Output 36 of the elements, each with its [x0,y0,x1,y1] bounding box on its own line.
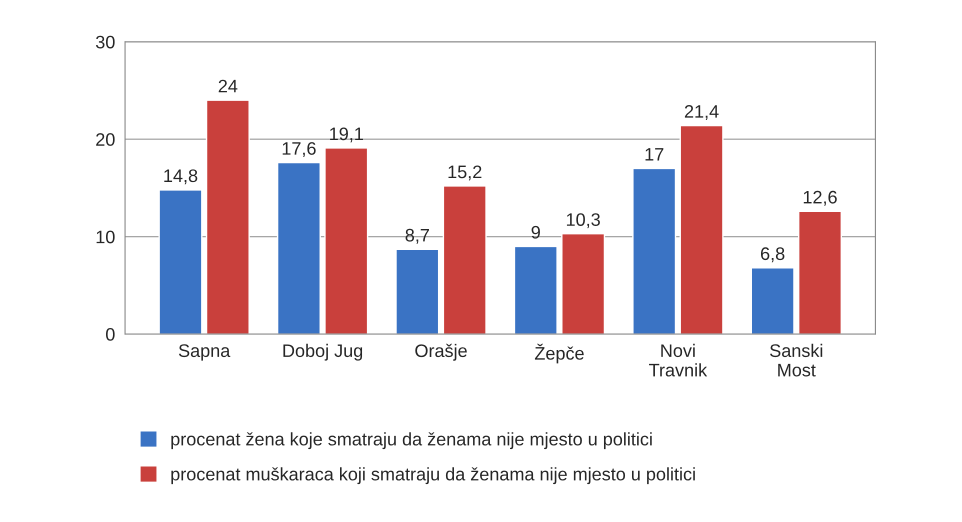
y-tick-label: 30 [96,36,115,48]
bar [158,189,202,334]
bar [276,162,321,334]
data-label: 8,7 [406,228,429,244]
bar [798,210,842,334]
data-label: 17,6 [282,142,316,157]
x-tick-label: Orašje [415,344,467,361]
y-tick-label: 0 [106,328,115,341]
bar [514,246,558,334]
x-tick-label: Žepče [534,344,584,364]
data-label: 10,3 [566,213,600,228]
data-label: 24 [218,80,238,92]
data-label: 17 [646,148,664,161]
legend-label: procenat žena koje smatraju da ženama nije mjesto u politici [171,432,652,450]
bar [442,185,487,334]
legend-label: procenat muškaraca koji smatraju da ženama nije mjesto u politici [171,467,695,484]
data-label: 6,8 [760,247,784,262]
data-label: 21,4 [684,105,719,120]
data-label: 19,1 [330,127,363,142]
bar [680,124,724,334]
x-tick-label: Novi Travnik [649,344,708,377]
y-tick-label: 10 [96,230,115,244]
x-tick-label: Sapna [178,344,230,361]
data-label: 15,2 [448,165,482,180]
data-label: 14,8 [164,169,198,184]
bar [561,233,606,334]
bar [632,168,676,334]
bar [206,100,250,334]
x-tick-label: Sanski Most [770,344,822,377]
bar [750,267,795,334]
data-label: 12,6 [804,190,837,206]
x-tick-label: Doboj Jug [283,344,362,361]
y-tick-label: 20 [96,133,115,146]
data-label: 9 [532,226,540,239]
bar [395,248,440,334]
bar [324,147,368,334]
